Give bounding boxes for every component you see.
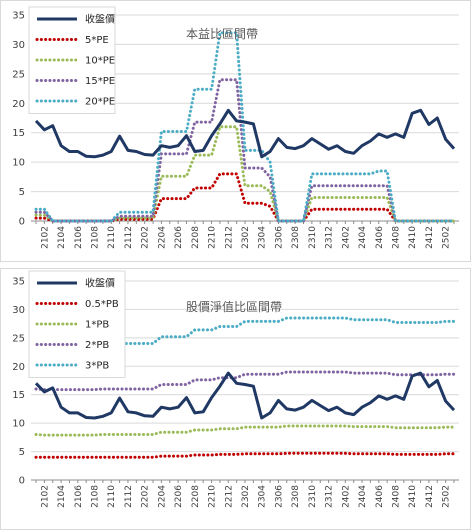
- x-tick-label: 2202: [141, 226, 151, 249]
- y-tick-label: 15: [12, 390, 25, 401]
- x-tick-label: 2412: [425, 485, 435, 508]
- legend-label: 0.5*PB: [85, 299, 119, 310]
- chart-panel-pb: 0 5 10 15 20 25 30 35 2102 2104 2106 2108 2110 2112 22…: [0, 268, 471, 530]
- x-tick-label: 2410: [408, 226, 418, 249]
- pe-axes: 0 5 10 15 20 25 30 35 2102 2104 2106 2108 2110 2112 22…: [12, 11, 455, 249]
- y-tick-label: 35: [12, 11, 25, 22]
- x-tick-label: 2312: [325, 226, 335, 249]
- y-tick-label: 0: [19, 476, 25, 487]
- series-line-20*PE: [34, 31, 456, 223]
- x-tick-label: 2106: [74, 485, 84, 508]
- x-tick-label: 2208: [191, 226, 201, 249]
- x-tick-label: 2106: [74, 226, 84, 249]
- x-tick-label: 2204: [157, 226, 167, 249]
- x-tick-label: 2402: [341, 485, 351, 508]
- x-tick-label: 2202: [141, 485, 151, 508]
- y-tick-label: 25: [12, 333, 25, 344]
- x-tick-label: 2210: [208, 226, 218, 249]
- x-tick-label: 2108: [91, 485, 101, 508]
- x-tick-label: 2406: [375, 226, 385, 249]
- legend-label: 收盤價: [85, 277, 115, 290]
- y-tick-label: 30: [12, 305, 25, 316]
- x-tick-label: 2306: [274, 485, 284, 508]
- chart-panel-pe: 0 5 10 15 20 25 30 35 2102 2104 2106 2108 2110 2112 22…: [0, 0, 471, 262]
- x-tick-label: 2412: [425, 226, 435, 249]
- series-line-2*PB: [34, 370, 456, 392]
- series-line-收盤價: [34, 371, 456, 420]
- x-tick-label: 2206: [174, 226, 184, 249]
- legend-label: 3*PB: [85, 361, 109, 372]
- x-tick-label: 2312: [325, 485, 335, 508]
- x-tick-label: 2408: [391, 485, 401, 508]
- legend-label: 10*PE: [85, 56, 115, 67]
- series-line-0.5*PB: [34, 451, 456, 459]
- pb-series: [34, 316, 456, 459]
- x-tick-label: 2410: [408, 485, 418, 508]
- series-line-10*PE: [34, 125, 456, 223]
- pb-axes: 0 5 10 15 20 25 30 35 2102 2104 2106 2108 2110 2112 22…: [12, 277, 455, 508]
- y-tick-label: 15: [12, 128, 25, 139]
- legend-label: 1*PB: [85, 320, 109, 331]
- y-tick-label: 10: [12, 158, 25, 169]
- legend-label: 15*PE: [85, 76, 115, 87]
- x-tick-label: 2110: [107, 485, 117, 508]
- x-tick-label: 2112: [124, 485, 134, 508]
- series-line-收盤價: [34, 108, 456, 159]
- x-tick-label: 2402: [341, 226, 351, 249]
- x-tick-label: 2310: [308, 485, 318, 508]
- x-tick-label: 2308: [291, 485, 301, 508]
- x-tick-label: 2102: [40, 226, 50, 249]
- x-tick-label: 2212: [224, 226, 234, 249]
- x-tick-label: 2306: [274, 226, 284, 249]
- x-tick-label: 2408: [391, 226, 401, 249]
- pb-legend: 收盤價 0.5*PB 1*PB 2*PB 3*PB: [28, 270, 126, 378]
- y-tick-label: 30: [12, 40, 25, 51]
- pb-chart-title: 股價淨值比區間帶: [186, 299, 282, 314]
- legend-label: 20*PE: [85, 97, 115, 108]
- y-tick-label: 5: [19, 187, 25, 198]
- x-tick-label: 2308: [291, 226, 301, 249]
- x-tick-label: 2304: [258, 485, 268, 508]
- y-tick-label: 0: [19, 217, 25, 228]
- x-tick-label: 2208: [191, 485, 201, 508]
- x-tick-label: 2502: [442, 485, 452, 508]
- x-tick-label: 2502: [442, 226, 452, 249]
- pe-chart-title: 本益比區間帶: [186, 27, 258, 41]
- y-tick-label: 10: [12, 419, 25, 430]
- x-tick-label: 2104: [57, 226, 67, 249]
- x-tick-label: 2302: [241, 485, 251, 508]
- series-line-1*PB: [34, 424, 456, 437]
- y-tick-label: 20: [12, 362, 25, 373]
- x-tick-label: 2406: [375, 485, 385, 508]
- x-tick-label: 2212: [224, 485, 234, 508]
- x-tick-label: 2210: [208, 485, 218, 508]
- x-tick-label: 2204: [157, 485, 167, 508]
- x-tick-label: 2310: [308, 226, 318, 249]
- y-tick-label: 5: [19, 447, 25, 458]
- pe-series: [34, 31, 456, 223]
- x-tick-label: 2102: [40, 485, 50, 508]
- legend-label: 5*PE: [85, 35, 109, 46]
- x-tick-label: 2304: [258, 226, 268, 249]
- series-line-15*PE: [34, 78, 456, 223]
- y-tick-label: 20: [12, 99, 25, 110]
- x-tick-label: 2404: [358, 226, 368, 249]
- x-tick-label: 2302: [241, 226, 251, 249]
- pb-band-chart: 0 5 10 15 20 25 30 35 2102 2104 2106 2108 2110 2112 22…: [12, 270, 459, 508]
- pe-legend: 收盤價 5*PE 10*PE 15*PE 20*PE: [28, 6, 116, 114]
- x-tick-label: 2404: [358, 485, 368, 508]
- x-tick-label: 2110: [107, 226, 117, 249]
- x-tick-label: 2112: [124, 226, 134, 249]
- x-tick-label: 2206: [174, 485, 184, 508]
- pe-band-chart: 0 5 10 15 20 25 30 35 2102 2104 2106 2108 2110 2112 22…: [12, 6, 459, 249]
- legend-label: 2*PB: [85, 340, 109, 351]
- legend-label: 收盤價: [85, 13, 115, 26]
- x-tick-label: 2104: [57, 485, 67, 508]
- y-tick-label: 35: [12, 277, 25, 288]
- x-tick-label: 2108: [91, 226, 101, 249]
- y-tick-label: 25: [12, 69, 25, 80]
